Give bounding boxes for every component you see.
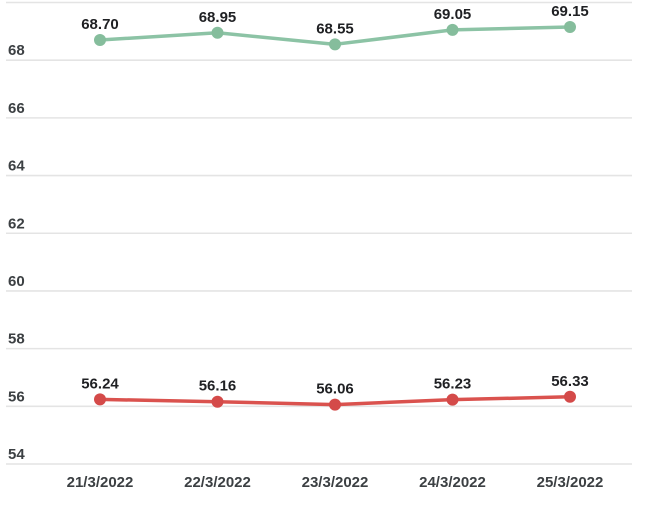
y-tick-label-68: 68 <box>8 42 25 59</box>
y-tick-label-62: 62 <box>8 215 25 232</box>
data-point-upper-green-series-0[interactable] <box>94 33 106 46</box>
data-point-lower-red-series-0[interactable] <box>94 393 106 406</box>
x-tick-label-4: 25/3/2022 <box>537 474 604 491</box>
x-tick-label-2: 23/3/2022 <box>302 474 369 491</box>
y-tick-label-66: 66 <box>8 100 25 117</box>
data-point-lower-red-series-2[interactable] <box>329 398 341 411</box>
data-point-lower-red-series-3[interactable] <box>446 393 459 406</box>
data-point-label-upper-green-series-1: 68.95 <box>199 9 237 26</box>
data-point-label-upper-green-series-0: 68.70 <box>81 16 119 33</box>
y-tick-label-64: 64 <box>8 158 25 175</box>
data-point-label-lower-red-series-3: 56.23 <box>434 376 472 393</box>
data-point-upper-green-series-4[interactable] <box>564 21 576 34</box>
data-point-label-upper-green-series-2: 68.55 <box>316 20 354 37</box>
data-point-lower-red-series-4[interactable] <box>564 390 576 403</box>
y-tick-label-54: 54 <box>8 446 25 463</box>
data-point-label-lower-red-series-1: 56.16 <box>199 378 237 395</box>
data-point-label-lower-red-series-2: 56.06 <box>316 381 354 398</box>
data-point-label-lower-red-series-0: 56.24 <box>81 375 119 392</box>
y-tick-label-58: 58 <box>8 331 25 348</box>
x-tick-label-0: 21/3/2022 <box>67 474 134 491</box>
data-point-upper-green-series-3[interactable] <box>446 23 459 36</box>
data-point-lower-red-series-1[interactable] <box>211 395 224 408</box>
data-point-upper-green-series-2[interactable] <box>329 38 341 51</box>
y-tick-label-56: 56 <box>8 388 25 405</box>
x-tick-label-1: 22/3/2022 <box>184 474 251 491</box>
data-point-upper-green-series-1[interactable] <box>211 26 224 39</box>
data-point-label-upper-green-series-3: 69.05 <box>434 6 472 23</box>
data-point-label-upper-green-series-4: 69.15 <box>551 3 589 20</box>
data-point-label-lower-red-series-4: 56.33 <box>551 373 589 390</box>
y-tick-label-60: 60 <box>8 273 25 290</box>
x-tick-label-3: 24/3/2022 <box>419 474 486 491</box>
